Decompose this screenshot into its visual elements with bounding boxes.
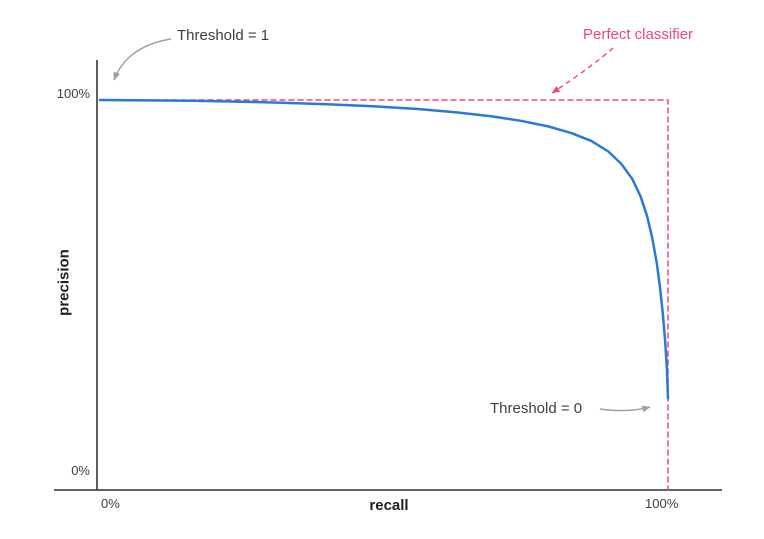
- y-axis-label: precision: [55, 249, 73, 316]
- annotation-perfect-classifier: Perfect classifier: [583, 26, 694, 43]
- y-tick-100: 100%: [56, 86, 90, 101]
- y-tick-0: 0%: [71, 463, 90, 478]
- annotation-threshold-0: Threshold = 0: [490, 400, 583, 417]
- annotation-threshold-1: Threshold = 1: [177, 27, 270, 44]
- x-axis-label: recall: [369, 497, 409, 514]
- x-tick-100: 100%: [645, 496, 679, 511]
- x-tick-0: 0%: [101, 496, 120, 511]
